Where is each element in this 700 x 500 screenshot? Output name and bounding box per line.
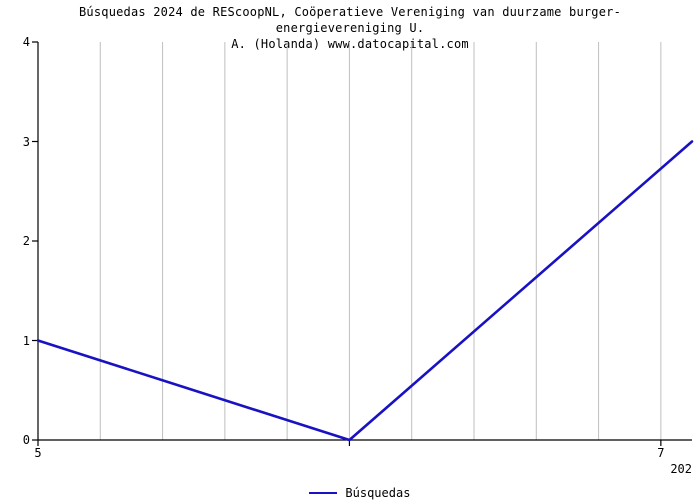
y-tick-label: 3 — [23, 135, 38, 149]
chart-series — [38, 42, 692, 440]
chart-plot-area: 01234 57 202 Búsquedas — [38, 42, 692, 440]
chart-title-line1: Búsquedas 2024 de REScoopNL, Coöperatiev… — [79, 5, 621, 35]
y-tick-label: 1 — [23, 334, 38, 348]
x-tick-label: 5 — [34, 440, 41, 460]
chart-legend: Búsquedas — [309, 486, 410, 500]
legend-swatch — [309, 492, 337, 494]
y-tick-label: 2 — [23, 234, 38, 248]
chart-page: Búsquedas 2024 de REScoopNL, Coöperatiev… — [0, 0, 700, 500]
x-tick-label: 7 — [657, 440, 664, 460]
x-tick-secondary-label: 202 — [670, 440, 692, 476]
legend-label: Búsquedas — [345, 486, 410, 500]
y-tick-label: 4 — [23, 35, 38, 49]
